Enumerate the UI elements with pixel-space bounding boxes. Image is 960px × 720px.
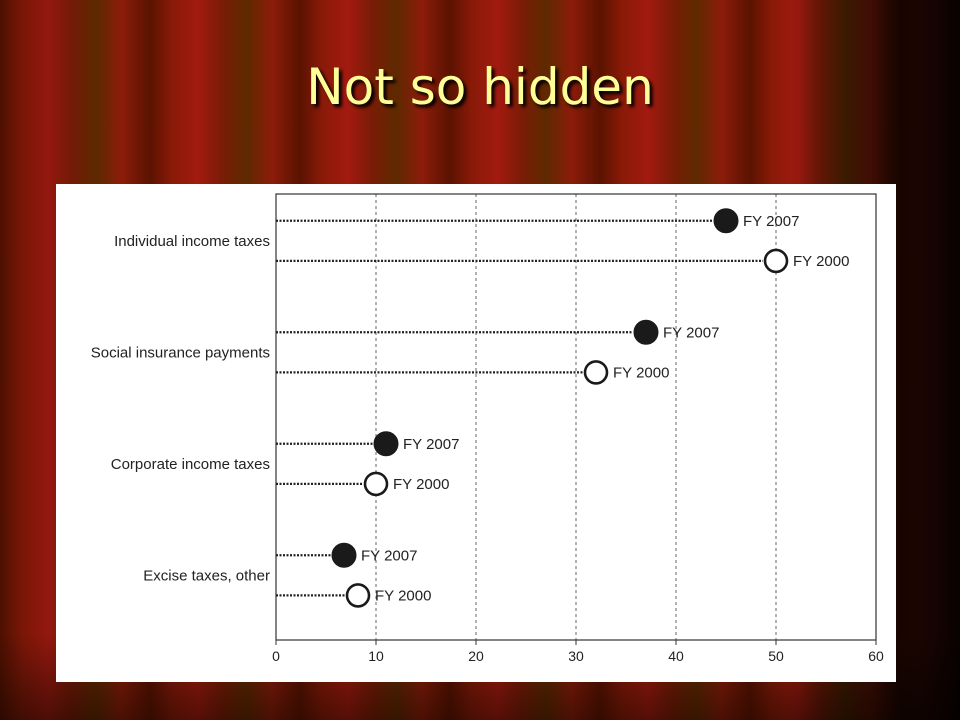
point-label: FY 2007 <box>403 436 459 453</box>
slide-title: Not so hidden <box>306 58 654 116</box>
point-label: FY 2000 <box>393 476 449 493</box>
category-label: Corporate income taxes <box>111 456 270 473</box>
data-point-fy2007 <box>373 431 399 457</box>
point-label: FY 2007 <box>743 213 799 230</box>
category-labels: Individual income taxes Social insurance … <box>91 233 270 584</box>
point-label: FY 2000 <box>375 587 431 604</box>
data-point-fy2000 <box>583 360 609 385</box>
category-label: Individual income taxes <box>114 233 270 250</box>
series-layer: FY 2007 FY 2000 FY 2007 FY 2000 FY 2007 FY 20… <box>276 208 849 608</box>
point-label: FY 2000 <box>613 364 669 381</box>
data-point-fy2007 <box>713 208 739 234</box>
axis-layer: 0 10 20 30 40 50 60 <box>272 193 884 664</box>
category-label: Social insurance payments <box>91 344 270 361</box>
data-point-fy2000 <box>363 471 389 497</box>
x-tick-label: 30 <box>568 648 584 664</box>
data-point-fy2000 <box>345 583 371 608</box>
x-tick-label: 50 <box>768 648 784 664</box>
x-tick-label: 0 <box>272 648 280 664</box>
point-label: FY 2000 <box>793 253 849 270</box>
data-point-fy2007 <box>331 542 357 568</box>
x-tick-label: 40 <box>668 648 684 664</box>
point-label: FY 2007 <box>663 324 719 341</box>
x-tick-label: 10 <box>368 648 384 664</box>
category-label: Excise taxes, other <box>143 567 270 584</box>
data-point-fy2000 <box>763 248 789 274</box>
data-point-fy2007 <box>633 319 659 345</box>
point-label: FY 2007 <box>361 547 417 564</box>
x-tick-label: 20 <box>468 648 484 664</box>
dot-plot-chart: 0 10 20 30 40 50 60 Individual income taxes Soc… <box>91 193 884 664</box>
x-tick-label: 60 <box>868 648 884 664</box>
chart-panel: 0 10 20 30 40 50 60 Individual income taxes Soc… <box>56 184 896 682</box>
grid-layer <box>375 194 777 640</box>
